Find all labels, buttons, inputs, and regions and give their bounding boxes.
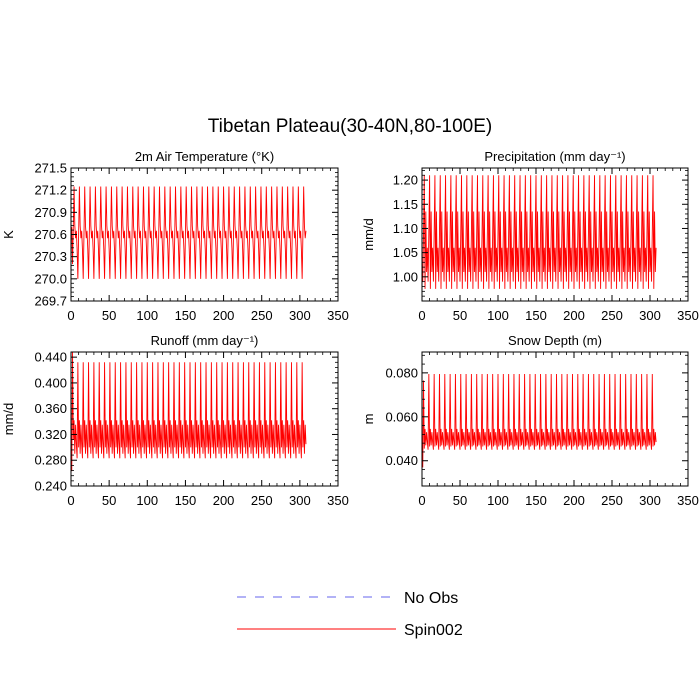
y-axis-label: mm/d bbox=[361, 218, 376, 251]
panel-2: 0 50 100 150 200 250 300 350 1.00 1.05 1.10 1.15 1.2… bbox=[361, 149, 699, 323]
y-tick-label: 269.7 bbox=[34, 294, 67, 309]
x-tick-label: 100 bbox=[487, 308, 509, 323]
panel-title: Snow Depth (m) bbox=[508, 333, 602, 348]
x-tick-label: 150 bbox=[525, 308, 547, 323]
x-tick-label: 50 bbox=[453, 493, 467, 508]
plot-frame bbox=[421, 167, 689, 302]
x-tick-label: 200 bbox=[213, 308, 235, 323]
y-axis-label: m bbox=[361, 414, 376, 425]
y-tick-label: 270.9 bbox=[34, 205, 67, 220]
y-tick-label: 0.440 bbox=[34, 350, 67, 365]
y-tick-label: 270.6 bbox=[34, 227, 67, 242]
x-tick-label: 50 bbox=[102, 493, 116, 508]
x-tick-label: 0 bbox=[418, 308, 425, 323]
x-tick-label: 50 bbox=[453, 308, 467, 323]
y-tick-label: 270.3 bbox=[34, 249, 67, 264]
plot-frame bbox=[70, 351, 339, 487]
panel-title: Precipitation (mm day⁻¹) bbox=[484, 149, 625, 164]
y-tick-label: 1.05 bbox=[393, 245, 418, 260]
x-tick-label: 0 bbox=[67, 493, 74, 508]
y-tick-label: 0.240 bbox=[34, 479, 67, 494]
y-tick-label: 1.10 bbox=[393, 221, 418, 236]
x-tick-label: 200 bbox=[563, 308, 585, 323]
legend-label-1: No Obs bbox=[404, 590, 458, 607]
x-tick-label: 350 bbox=[327, 308, 349, 323]
y-tick-label: 0.280 bbox=[34, 453, 67, 468]
x-tick-label: 150 bbox=[525, 493, 547, 508]
x-tick-label: 250 bbox=[251, 493, 273, 508]
series-line bbox=[71, 352, 307, 472]
x-tick-label: 0 bbox=[67, 308, 74, 323]
x-tick-label: 250 bbox=[601, 493, 623, 508]
panels: 0 50 100 150 200 250 300 350 269.7 270.0 270.3 270.… bbox=[1, 149, 699, 508]
y-tick-label: 270.0 bbox=[34, 271, 67, 286]
x-tick-label: 100 bbox=[136, 308, 158, 323]
y-tick-label: 1.15 bbox=[393, 197, 418, 212]
x-tick-label: 300 bbox=[289, 493, 311, 508]
y-tick-label: 1.20 bbox=[393, 173, 418, 188]
x-tick-label: 250 bbox=[601, 308, 623, 323]
legend-label-2: Spin002 bbox=[404, 622, 463, 639]
panel-1: 0 50 100 150 200 250 300 350 269.7 270.0 270.3 270.… bbox=[1, 149, 349, 323]
x-tick-label: 250 bbox=[251, 308, 273, 323]
x-tick-label: 300 bbox=[289, 308, 311, 323]
y-axis-label: K bbox=[1, 230, 16, 239]
panel-4: 0 50 100 150 200 250 300 350 0.040 0.060 0.080 Snow… bbox=[361, 333, 699, 508]
y-tick-label: 271.5 bbox=[34, 161, 67, 176]
y-tick-label: 0.040 bbox=[385, 453, 418, 468]
y-tick-label: 0.400 bbox=[34, 375, 67, 390]
legend: No Obs Spin002 bbox=[237, 590, 463, 639]
x-tick-label: 150 bbox=[175, 308, 197, 323]
x-tick-label: 350 bbox=[677, 308, 699, 323]
x-tick-label: 100 bbox=[136, 493, 158, 508]
y-axis-label: mm/d bbox=[1, 403, 16, 436]
x-tick-label: 200 bbox=[213, 493, 235, 508]
x-tick-label: 350 bbox=[327, 493, 349, 508]
figure-title: Tibetan Plateau(30-40N,80-100E) bbox=[208, 116, 492, 137]
series-line bbox=[422, 373, 657, 468]
y-tick-label: 0.060 bbox=[385, 409, 418, 424]
x-tick-label: 350 bbox=[677, 493, 699, 508]
x-tick-label: 300 bbox=[639, 308, 661, 323]
x-tick-label: 0 bbox=[418, 493, 425, 508]
panel-title: Runoff (mm day⁻¹) bbox=[151, 333, 259, 348]
plot-frame bbox=[421, 351, 689, 487]
y-tick-label: 1.00 bbox=[393, 269, 418, 284]
series-line bbox=[71, 186, 307, 279]
panel-title: 2m Air Temperature (°K) bbox=[135, 149, 274, 164]
panel-3: 0 50 100 150 200 250 300 350 0.240 0.280 0.320 0.36… bbox=[1, 333, 349, 508]
y-tick-label: 0.360 bbox=[34, 401, 67, 416]
y-tick-label: 0.320 bbox=[34, 427, 67, 442]
x-tick-label: 100 bbox=[487, 493, 509, 508]
x-tick-label: 300 bbox=[639, 493, 661, 508]
x-tick-label: 200 bbox=[563, 493, 585, 508]
y-tick-label: 0.080 bbox=[385, 365, 418, 380]
y-tick-label: 271.2 bbox=[34, 183, 67, 198]
x-tick-label: 150 bbox=[175, 493, 197, 508]
x-tick-label: 50 bbox=[102, 308, 116, 323]
series-line bbox=[422, 175, 657, 289]
